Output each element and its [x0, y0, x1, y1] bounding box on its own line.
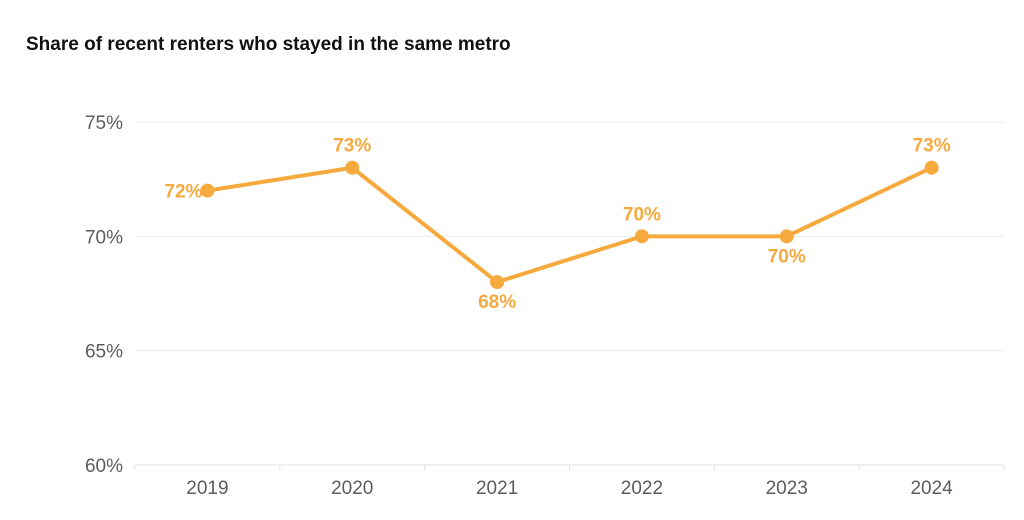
data-point: [924, 160, 939, 175]
y-tick-label: 65%: [85, 342, 123, 363]
x-tick-label: 2023: [766, 478, 808, 499]
data-label: 73%: [913, 136, 951, 157]
y-axis: 60% 65% 70% 75%: [85, 113, 123, 477]
x-tick-label: 2021: [476, 478, 518, 499]
x-tick-label: 2024: [910, 478, 953, 499]
y-tick-label: 60%: [85, 456, 123, 477]
y-tick-label: 75%: [85, 113, 123, 134]
data-point: [634, 229, 649, 244]
data-label: 68%: [478, 292, 516, 313]
x-axis: 2019 2020 2021 2022 2023 2024: [134, 464, 1005, 499]
x-tick-label: 2019: [186, 478, 228, 499]
y-tick-label: 70%: [85, 227, 123, 248]
data-point: [345, 160, 360, 175]
chart-title: Share of recent renters who stayed in th…: [26, 34, 511, 55]
data-label: 70%: [623, 204, 661, 225]
gridlines: [135, 121, 1004, 352]
data-point: [200, 183, 215, 198]
data-labels: 72% 73% 68% 70% 70% 73%: [164, 136, 950, 313]
data-series: [200, 160, 939, 290]
data-label: 73%: [333, 136, 371, 157]
data-point: [779, 229, 794, 244]
data-label: 72%: [164, 182, 202, 203]
data-label: 70%: [768, 246, 806, 267]
series-line: [205, 165, 934, 285]
x-tick-label: 2020: [331, 478, 373, 499]
x-tick-label: 2022: [621, 478, 663, 499]
data-point: [490, 275, 505, 290]
